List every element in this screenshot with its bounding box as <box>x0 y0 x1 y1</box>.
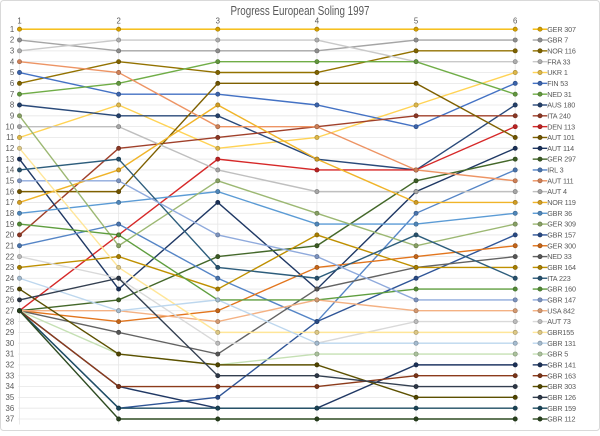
svg-text:13: 13 <box>6 155 15 164</box>
svg-text:27: 27 <box>6 306 15 315</box>
svg-text:35: 35 <box>6 393 15 402</box>
svg-text:9: 9 <box>10 112 14 121</box>
svg-text:USA 842: USA 842 <box>547 306 575 315</box>
svg-text:FIN 53: FIN 53 <box>547 79 568 88</box>
svg-text:AUT 101: AUT 101 <box>547 133 575 142</box>
svg-text:25: 25 <box>6 285 15 294</box>
svg-text:31: 31 <box>6 350 15 359</box>
svg-text:AUT 114: AUT 114 <box>547 144 574 153</box>
svg-text:GBR 36: GBR 36 <box>547 209 572 218</box>
svg-text:29: 29 <box>6 328 15 337</box>
svg-text:NOR 116: NOR 116 <box>547 46 576 55</box>
svg-text:GBR 303: GBR 303 <box>547 382 576 391</box>
svg-text:AUT 4: AUT 4 <box>547 187 567 196</box>
svg-text:3: 3 <box>216 17 220 26</box>
svg-text:24: 24 <box>6 274 15 283</box>
svg-text:GBR 126: GBR 126 <box>547 393 576 402</box>
svg-text:23: 23 <box>6 263 15 272</box>
svg-text:GBR 160: GBR 160 <box>547 285 576 294</box>
svg-text:16: 16 <box>6 187 15 196</box>
svg-text:NED 31: NED 31 <box>547 90 572 99</box>
svg-text:15: 15 <box>6 176 15 185</box>
svg-text:20: 20 <box>6 231 15 240</box>
svg-text:Progress European Soling 1997: Progress European Soling 1997 <box>231 3 370 18</box>
svg-text:ITA 240: ITA 240 <box>547 111 571 120</box>
svg-text:FRA 33: FRA 33 <box>547 57 570 66</box>
svg-text:GBR 112: GBR 112 <box>547 415 575 424</box>
svg-text:IRL 3: IRL 3 <box>547 166 563 175</box>
svg-text:11: 11 <box>6 133 14 142</box>
svg-text:GBR 163: GBR 163 <box>547 371 576 380</box>
svg-text:GBR 141: GBR 141 <box>547 360 576 369</box>
svg-text:12: 12 <box>6 144 15 153</box>
svg-text:GBR 164: GBR 164 <box>547 263 576 272</box>
svg-text:GBR 159: GBR 159 <box>547 404 576 413</box>
svg-text:36: 36 <box>6 404 15 413</box>
svg-text:28: 28 <box>6 317 15 326</box>
svg-text:1: 1 <box>10 25 14 34</box>
svg-text:GBR 5: GBR 5 <box>547 350 568 359</box>
svg-text:21: 21 <box>6 241 15 250</box>
svg-text:5: 5 <box>414 17 419 26</box>
svg-text:AUT 111: AUT 111 <box>547 176 573 185</box>
svg-text:26: 26 <box>6 296 15 305</box>
svg-text:NOR 119: NOR 119 <box>547 198 576 207</box>
svg-text:AUS 180: AUS 180 <box>547 101 575 110</box>
svg-text:GBR 7: GBR 7 <box>547 36 568 45</box>
svg-text:UKR 1: UKR 1 <box>547 68 568 77</box>
svg-text:18: 18 <box>6 209 15 218</box>
svg-text:NED 33: NED 33 <box>547 252 572 261</box>
svg-text:14: 14 <box>6 166 15 175</box>
svg-text:GER 307: GER 307 <box>547 25 576 34</box>
svg-text:GBR155: GBR155 <box>547 328 574 337</box>
svg-text:GBR 131: GBR 131 <box>547 339 576 348</box>
svg-text:33: 33 <box>6 371 15 380</box>
svg-text:6: 6 <box>10 79 14 88</box>
svg-text:30: 30 <box>6 339 15 348</box>
svg-text:4: 4 <box>10 57 15 66</box>
svg-text:34: 34 <box>6 382 15 391</box>
svg-text:37: 37 <box>6 415 15 424</box>
svg-text:ITA 223: ITA 223 <box>547 274 571 283</box>
svg-text:GER 297: GER 297 <box>547 155 576 164</box>
svg-text:8: 8 <box>10 101 14 110</box>
svg-text:19: 19 <box>6 220 15 229</box>
svg-text:2: 2 <box>10 36 14 45</box>
svg-text:2: 2 <box>116 17 120 26</box>
svg-text:4: 4 <box>315 17 320 26</box>
svg-text:7: 7 <box>10 90 14 99</box>
svg-text:GER 309: GER 309 <box>547 220 576 229</box>
svg-text:GBR 157: GBR 157 <box>547 231 576 240</box>
svg-text:GER 300: GER 300 <box>547 241 576 250</box>
svg-text:GBR 147: GBR 147 <box>547 296 576 305</box>
svg-text:AUT 73: AUT 73 <box>547 317 571 326</box>
svg-text:1: 1 <box>17 17 21 26</box>
svg-text:3: 3 <box>10 47 14 56</box>
svg-text:22: 22 <box>6 252 15 261</box>
svg-text:DEN 113: DEN 113 <box>547 122 575 131</box>
svg-text:32: 32 <box>6 361 15 370</box>
svg-text:17: 17 <box>6 198 15 207</box>
svg-text:6: 6 <box>513 17 517 26</box>
svg-text:5: 5 <box>10 68 15 77</box>
svg-text:10: 10 <box>6 122 15 131</box>
